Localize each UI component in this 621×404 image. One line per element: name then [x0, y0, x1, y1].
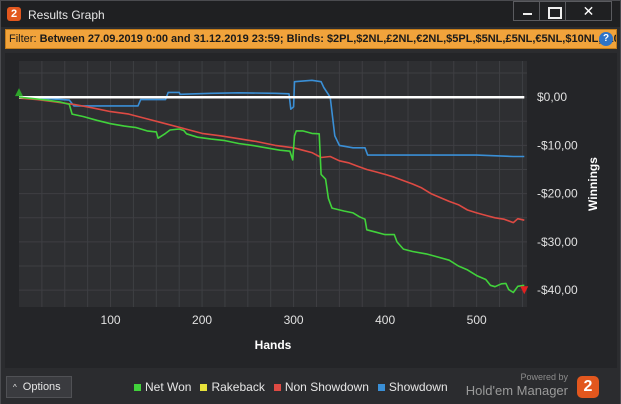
brand-name: Hold'em Manager — [465, 383, 568, 398]
y-tick-label: -$10,00 — [537, 138, 578, 152]
close-icon: ✕ — [582, 3, 595, 19]
start-marker — [15, 88, 23, 97]
bottom-bar: ^ Options Net Won Rakeback Non Showdown S… — [1, 370, 620, 404]
caret-up-icon: ^ — [13, 383, 17, 392]
brand: Powered by Hold'em Manager 2 — [462, 372, 602, 402]
series-line-showdown — [18, 79, 525, 158]
legend: Net Won Rakeback Non Showdown Showdown — [134, 379, 457, 395]
y-tick-label: -$30,00 — [537, 235, 578, 249]
x-axis-label: Hands — [255, 338, 292, 352]
options-label: Options — [22, 381, 61, 393]
brand-logo-icon: 2 — [577, 376, 599, 398]
options-button[interactable]: ^ Options — [6, 376, 72, 398]
y-tick-label: -$40,00 — [537, 283, 578, 297]
results-chart: 100 200 300 400 500 $0,00 -$10,00 -$20,00 -$30,0… — [15, 61, 600, 352]
minimize-button[interactable] — [513, 1, 541, 21]
maximize-button[interactable] — [539, 1, 567, 21]
y-axis-label: Winnings — [586, 157, 600, 211]
y-tick-label: -$20,00 — [537, 187, 578, 201]
filter-value: Between 27.09.2019 0:00 and 31.12.2019 2… — [39, 33, 617, 45]
legend-label: Showdown — [388, 380, 448, 394]
legend-swatch-non-showdown — [273, 383, 281, 391]
end-marker — [520, 286, 529, 295]
legend-swatch-rakeback — [200, 383, 208, 391]
title-bar[interactable]: 2 Results Graph ✕ — [1, 1, 620, 27]
app-logo-icon: 2 — [7, 7, 21, 21]
x-tick-label: 300 — [284, 313, 304, 327]
legend-label: Rakeback — [211, 380, 265, 394]
legend-item-showdown[interactable]: Showdown — [377, 380, 448, 394]
graph-panel: 100 200 300 400 500 $0,00 -$10,00 -$20,00 -$30,0… — [5, 53, 617, 368]
filter-bar[interactable]: Filter: Between 27.09.2019 0:00 and 31.1… — [5, 29, 617, 49]
help-icon[interactable]: ? — [599, 32, 613, 46]
x-tick-label: 500 — [467, 313, 487, 327]
x-tick-label: 100 — [101, 313, 121, 327]
legend-label: Non Showdown — [284, 380, 369, 394]
filter-label: Filter: — [9, 33, 37, 45]
legend-swatch-showdown — [377, 383, 385, 391]
filter-text: Filter: Between 27.09.2019 0:00 and 31.1… — [9, 33, 617, 45]
legend-item-net-won[interactable]: Net Won — [134, 380, 191, 394]
powered-by-text: Powered by — [520, 372, 568, 382]
window-title: Results Graph — [28, 8, 105, 22]
series-line-non-showdown — [18, 97, 525, 224]
legend-item-non-showdown[interactable]: Non Showdown — [273, 380, 369, 394]
legend-label: Net Won — [145, 380, 192, 394]
legend-item-rakeback[interactable]: Rakeback — [200, 380, 265, 394]
x-tick-label: 200 — [192, 313, 212, 327]
x-tick-label: 400 — [375, 313, 395, 327]
y-tick-label: $0,00 — [537, 90, 567, 104]
close-button[interactable]: ✕ — [565, 1, 612, 21]
legend-swatch-net-won — [134, 383, 141, 391]
series-line-net-won — [18, 96, 525, 294]
